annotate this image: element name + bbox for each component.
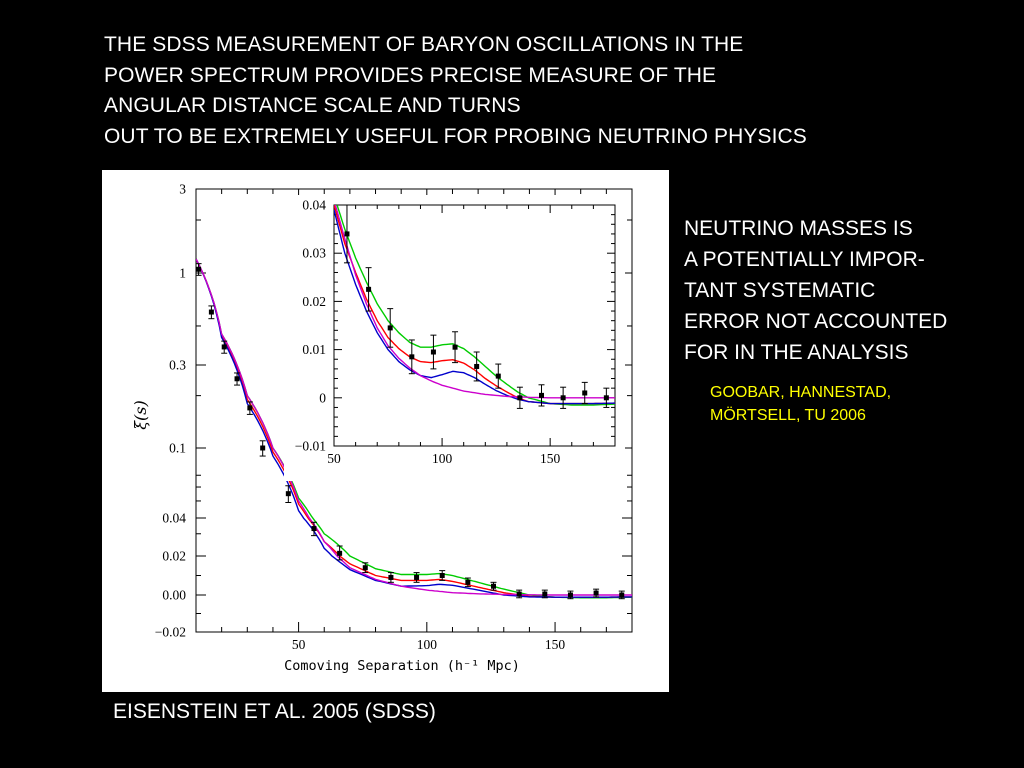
main-data-point [516,591,522,597]
y-tick-label: 0.1 [169,441,186,456]
inset-data-point [495,373,501,379]
inset-x-tick-label: 50 [327,451,341,466]
inset-y-tick-label: 0.03 [302,246,326,261]
reference-credit: GOOBAR, HANNESTAD, MÖRTSELL, TU 2006 [710,381,891,427]
y-tick-label: 0.00 [162,588,186,603]
title-line: THE SDSS MEASUREMENT OF BARYON OSCILLATI… [104,33,744,56]
y-tick-label: 0.3 [169,358,186,373]
inset-frame [333,204,616,447]
credit-line: GOOBAR, HANNESTAD, [710,384,892,401]
inset-data-point [366,286,372,292]
main-data-point [567,592,573,598]
x-tick-label: 50 [292,637,306,652]
inset-data-point [560,395,566,401]
inset-x-tick-label: 150 [540,451,561,466]
y-axis-label: ξ(s) [131,400,150,430]
main-data-point [414,574,420,580]
note-line: FOR IN THE ANALYSIS [684,341,909,364]
y-tick-label: 3 [179,182,186,197]
inset-background [284,195,625,481]
y-tick-label: −0.02 [155,625,186,640]
inset-data-point [452,344,458,350]
main-curves [196,258,632,600]
main-data-point [388,574,394,580]
correlation-function-figure: 50 100 150 3 1 0.3 0.1 0.04 0.02 0.00 −0.02 Comovin… [102,170,669,692]
inset-data-point [387,325,393,331]
note-line: NEUTRINO MASSES IS [684,217,913,240]
note-line: ERROR NOT ACCOUNTED [684,310,948,333]
inset-y-tick-label: −0.01 [295,439,326,454]
inset-data-point [344,231,350,237]
figure-caption: EISENSTEIN ET AL. 2005 (SDSS) [113,700,436,723]
main-data-point [619,592,625,598]
slide-title: THE SDSS MEASUREMENT OF BARYON OSCILLATI… [104,30,1004,152]
main-data-point [337,550,343,556]
inset-data-point [582,390,588,396]
inset-curves [334,205,615,409]
main-data-point [285,491,291,497]
main-data-point [221,344,227,350]
main-data-point [362,565,368,571]
main-plot: 50 100 150 3 1 0.3 0.1 0.04 0.02 0.00 −0.02 Comovin… [131,182,633,674]
inset-series-2 [334,209,615,405]
main-data-point [439,573,445,578]
inset-series-0 [336,205,615,406]
title-line: OUT TO BE EXTREMELY USEFUL FOR PROBING N… [104,124,807,148]
x-tick-label: 100 [417,637,438,652]
inset-plot: 50 100 150 0.04 0.03 0.02 0.01 0 −0.01 [284,195,625,481]
neutrino-note: NEUTRINO MASSES IS A POTENTIALLY IMPOR- … [684,213,1024,368]
main-data-point [491,583,497,589]
main-data-point [542,591,548,597]
y-tick-label: 0.02 [162,549,186,564]
inset-data-point [409,354,415,360]
inset-data-point [474,363,480,369]
inset-data-point [430,349,436,355]
inset-y-tick-label: 0.04 [302,198,326,213]
main-data-point [247,405,253,411]
y-tick-label: 0.04 [162,511,186,526]
main-data-point [260,445,266,451]
inset-data-point [517,395,523,401]
inset-x-tick-label: 100 [432,451,453,466]
main-data-point [311,526,317,532]
main-data-point [208,309,214,315]
inset-series-3 [334,205,615,399]
inset-y-tick-label: 0.02 [302,294,326,309]
y-tick-label: 1 [179,266,186,281]
main-series-3 [196,258,632,596]
note-line: A POTENTIALLY IMPOR- [684,248,925,271]
main-series-2 [196,258,632,598]
title-line: POWER SPECTRUM PROVIDES PRECISE MEASURE … [104,63,717,87]
inset-data-point [603,395,609,401]
x-tick-label: 150 [545,637,566,652]
note-line: TANT SYSTEMATIC [684,279,876,302]
main-plot-frame [195,188,633,633]
inset-y-tick-label: 0.01 [302,342,326,357]
main-data-point [234,376,240,382]
main-data-point [593,590,599,596]
x-axis-label: Comoving Separation (h⁻¹ Mpc) [284,658,520,674]
title-line: ANGULAR DISTANCE SCALE AND TURNS [104,94,521,117]
figure-svg: 50 100 150 3 1 0.3 0.1 0.04 0.02 0.00 −0.02 Comovin… [131,182,633,674]
inset-y-tick-label: 0 [319,390,326,405]
main-data-point [465,579,471,585]
main-data-point [196,266,202,272]
inset-data-point [539,392,545,398]
credit-line: MÖRTSELL, TU 2006 [710,407,866,424]
